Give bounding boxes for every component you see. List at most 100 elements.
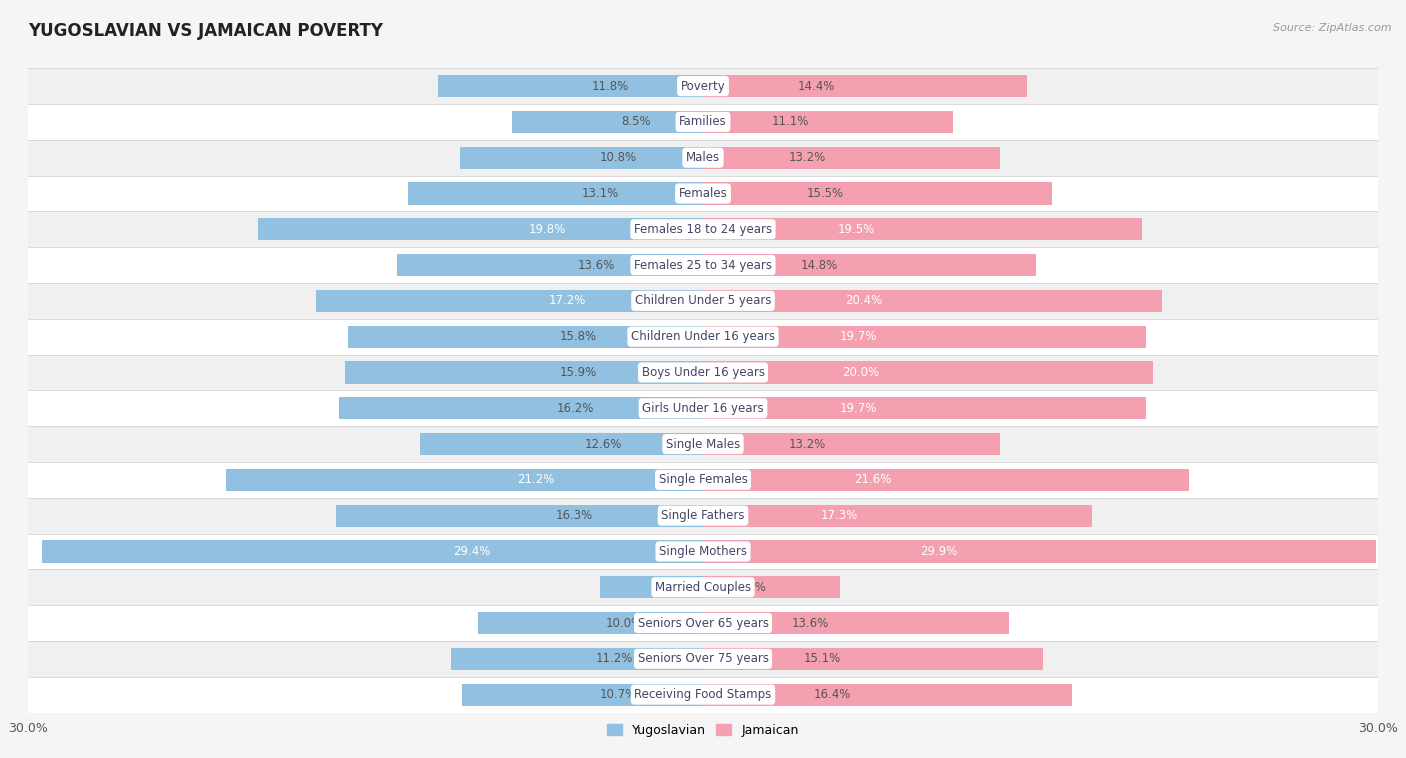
Text: 21.6%: 21.6% (855, 473, 891, 487)
Text: 13.6%: 13.6% (792, 616, 828, 630)
Bar (463, 684, 703, 706)
Text: 16.4%: 16.4% (814, 688, 851, 701)
Text: 15.9%: 15.9% (560, 366, 596, 379)
Text: 13.2%: 13.2% (789, 151, 825, 164)
Text: Females 25 to 34 years: Females 25 to 34 years (634, 258, 772, 271)
Text: Families: Families (679, 115, 727, 128)
Text: 8.5%: 8.5% (621, 115, 651, 128)
Bar (599, 576, 703, 598)
Bar (28, 355, 1378, 390)
Bar (703, 146, 1000, 169)
Text: 16.3%: 16.3% (555, 509, 593, 522)
Bar (336, 505, 703, 527)
Bar (451, 648, 703, 670)
Text: 16.2%: 16.2% (557, 402, 595, 415)
Text: 29.9%: 29.9% (920, 545, 957, 558)
Text: 10.7%: 10.7% (600, 688, 637, 701)
Bar (460, 146, 703, 169)
Bar (257, 218, 703, 240)
Bar (28, 462, 1378, 498)
Text: 4.6%: 4.6% (652, 581, 682, 594)
Bar (437, 75, 703, 97)
Text: Children Under 5 years: Children Under 5 years (634, 294, 772, 308)
Bar (703, 433, 1000, 455)
Bar (28, 605, 1378, 641)
Text: 14.8%: 14.8% (801, 258, 838, 271)
Bar (316, 290, 703, 312)
Text: Children Under 16 years: Children Under 16 years (631, 330, 775, 343)
Bar (28, 498, 1378, 534)
Bar (28, 283, 1378, 319)
Bar (226, 468, 703, 491)
Bar (419, 433, 703, 455)
Text: Seniors Over 65 years: Seniors Over 65 years (637, 616, 769, 630)
Text: Females: Females (679, 187, 727, 200)
Bar (28, 68, 1378, 104)
Bar (703, 183, 1052, 205)
Bar (478, 612, 703, 634)
Bar (703, 75, 1026, 97)
Bar (703, 397, 1146, 419)
Bar (28, 211, 1378, 247)
Text: Poverty: Poverty (681, 80, 725, 92)
Text: 10.8%: 10.8% (599, 151, 637, 164)
Bar (703, 326, 1146, 348)
Bar (703, 468, 1189, 491)
Bar (703, 362, 1153, 384)
Text: Boys Under 16 years: Boys Under 16 years (641, 366, 765, 379)
Text: Females 18 to 24 years: Females 18 to 24 years (634, 223, 772, 236)
Bar (396, 254, 703, 276)
Bar (28, 534, 1378, 569)
Text: YUGOSLAVIAN VS JAMAICAN POVERTY: YUGOSLAVIAN VS JAMAICAN POVERTY (28, 21, 382, 39)
Text: 19.7%: 19.7% (839, 330, 877, 343)
Legend: Yugoslavian, Jamaican: Yugoslavian, Jamaican (602, 719, 804, 742)
Bar (703, 505, 1092, 527)
Bar (703, 612, 1010, 634)
Bar (703, 684, 1071, 706)
Bar (28, 247, 1378, 283)
Text: 14.4%: 14.4% (797, 80, 835, 92)
Text: 19.7%: 19.7% (839, 402, 877, 415)
Text: Single Females: Single Females (658, 473, 748, 487)
Bar (703, 111, 953, 133)
Text: Girls Under 16 years: Girls Under 16 years (643, 402, 763, 415)
Text: 13.1%: 13.1% (581, 187, 619, 200)
Text: 19.5%: 19.5% (838, 223, 875, 236)
Text: 29.4%: 29.4% (453, 545, 491, 558)
Bar (28, 390, 1378, 426)
Text: Males: Males (686, 151, 720, 164)
Text: 15.8%: 15.8% (560, 330, 598, 343)
Bar (42, 540, 703, 562)
Bar (703, 290, 1161, 312)
Text: 21.2%: 21.2% (517, 473, 555, 487)
Bar (28, 641, 1378, 677)
Text: Single Fathers: Single Fathers (661, 509, 745, 522)
Text: 10.0%: 10.0% (606, 616, 643, 630)
Bar (703, 648, 1043, 670)
Bar (408, 183, 703, 205)
Bar (28, 569, 1378, 605)
Bar (703, 576, 841, 598)
Bar (28, 426, 1378, 462)
Bar (703, 254, 1036, 276)
Bar (28, 104, 1378, 139)
Text: Seniors Over 75 years: Seniors Over 75 years (637, 653, 769, 666)
Bar (346, 362, 703, 384)
Bar (28, 319, 1378, 355)
Text: 17.2%: 17.2% (548, 294, 586, 308)
Text: Married Couples: Married Couples (655, 581, 751, 594)
Text: 19.8%: 19.8% (529, 223, 565, 236)
Text: Receiving Food Stamps: Receiving Food Stamps (634, 688, 772, 701)
Text: 11.2%: 11.2% (596, 653, 634, 666)
Bar (28, 677, 1378, 713)
Text: 11.1%: 11.1% (772, 115, 808, 128)
Text: 6.1%: 6.1% (737, 581, 766, 594)
Bar (703, 540, 1375, 562)
Text: Source: ZipAtlas.com: Source: ZipAtlas.com (1274, 23, 1392, 33)
Text: 15.5%: 15.5% (807, 187, 844, 200)
Text: 17.3%: 17.3% (821, 509, 858, 522)
Text: 11.8%: 11.8% (592, 80, 628, 92)
Text: 15.1%: 15.1% (803, 653, 841, 666)
Bar (28, 139, 1378, 176)
Text: Single Mothers: Single Mothers (659, 545, 747, 558)
